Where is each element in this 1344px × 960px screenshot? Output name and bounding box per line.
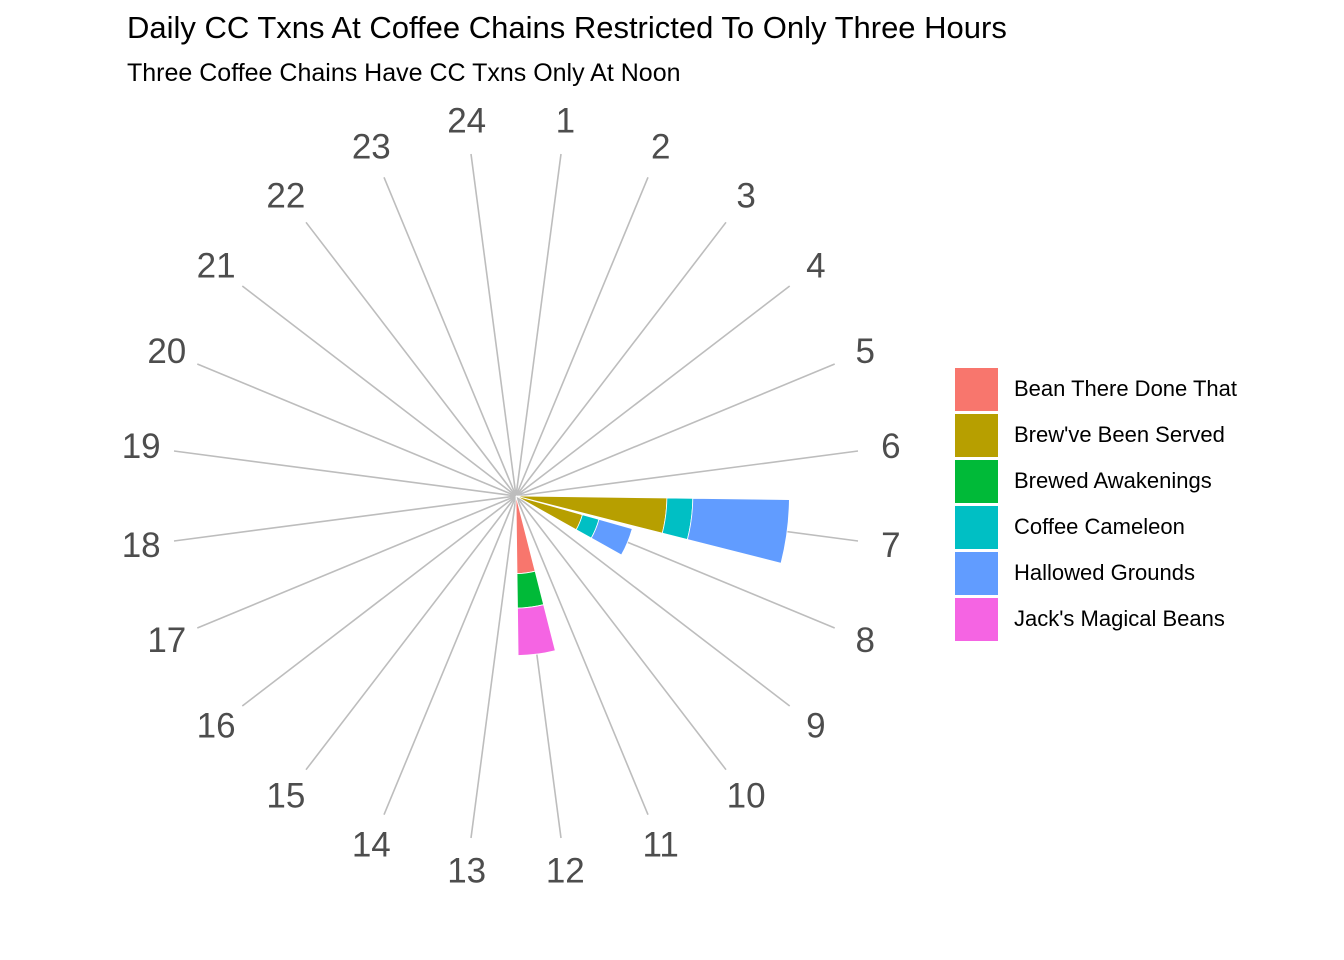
tick-label-5: 5 — [855, 332, 874, 371]
legend-item: Coffee Cameleon — [955, 504, 1237, 550]
legend-item: Brew've Been Served — [955, 412, 1237, 458]
grid-spoke-17 — [196, 495, 517, 629]
tick-label-20: 20 — [147, 332, 186, 371]
tick-label-21: 21 — [197, 246, 236, 285]
legend-label: Brew've Been Served — [1014, 422, 1225, 447]
tick-label-2: 2 — [651, 127, 670, 166]
grid-spoke-5 — [515, 363, 836, 497]
tick-label-24: 24 — [447, 102, 486, 141]
legend-item: Bean There Done That — [955, 366, 1237, 412]
bar-hour-12-series-2 — [516, 570, 545, 609]
tick-label-17: 17 — [147, 621, 186, 660]
tick-label-13: 13 — [447, 851, 486, 890]
legend-key — [955, 413, 998, 457]
chart-subtitle: Three Coffee Chains Have CC Txns Only At… — [127, 59, 681, 87]
grid-spoke-10 — [515, 495, 727, 771]
tick-label-15: 15 — [266, 776, 305, 815]
tick-label-7: 7 — [881, 526, 900, 565]
grid-spoke-11 — [515, 495, 649, 816]
bar-hour-7-series-3 — [661, 497, 694, 540]
legend-label: Jack's Magical Beans — [1014, 606, 1225, 631]
legend-key — [955, 551, 998, 595]
grid-spoke-16 — [241, 495, 517, 707]
grid-spoke-19 — [173, 450, 517, 497]
bar-hour-8-series-4 — [590, 518, 633, 556]
tick-label-9: 9 — [806, 707, 825, 746]
tick-label-18: 18 — [122, 526, 161, 565]
legend-label: Bean There Done That — [1014, 376, 1238, 401]
grid-spoke-9 — [515, 495, 791, 707]
grid-spoke-23 — [383, 176, 517, 497]
tick-label-14: 14 — [352, 826, 391, 865]
grid-spoke-20 — [196, 363, 517, 497]
legend-label: Coffee Cameleon — [1014, 514, 1185, 539]
tick-label-4: 4 — [806, 246, 825, 285]
grid-spoke-2 — [515, 176, 649, 497]
legend-label: Hallowed Grounds — [1014, 560, 1195, 585]
bar-hour-12-series-5 — [517, 604, 556, 656]
grid-spoke-24 — [470, 153, 517, 497]
legend-key — [955, 597, 998, 641]
legend-key — [955, 367, 998, 411]
tick-label-6: 6 — [881, 427, 900, 466]
grid-spoke-18 — [173, 495, 517, 542]
tick-label-12: 12 — [546, 851, 585, 890]
grid-spoke-1 — [515, 153, 562, 497]
chart-title: Daily CC Txns At Coffee Chains Restricte… — [127, 10, 1007, 45]
tick-label-16: 16 — [197, 707, 236, 746]
legend-item: Hallowed Grounds — [955, 550, 1237, 596]
tick-label-3: 3 — [736, 177, 755, 216]
tick-label-11: 11 — [643, 826, 679, 865]
legend-label: Brewed Awakenings — [1014, 468, 1212, 493]
bars — [515, 495, 790, 656]
tick-label-10: 10 — [727, 776, 766, 815]
legend-key — [955, 505, 998, 549]
grid-spoke-4 — [515, 285, 791, 497]
grid-spoke-21 — [241, 285, 517, 497]
grid-spoke-22 — [305, 221, 517, 497]
tick-label-22: 22 — [266, 177, 305, 216]
grid-spoke-13 — [470, 495, 517, 839]
legend-item: Jack's Magical Beans — [955, 596, 1237, 642]
legend-key — [955, 459, 998, 503]
grid-spoke-3 — [515, 221, 727, 497]
grid-spoke-14 — [383, 495, 517, 816]
tick-label-1: 1 — [556, 102, 575, 141]
grid-spoke-6 — [515, 450, 859, 497]
tick-label-8: 8 — [855, 621, 874, 660]
bar-hour-7-series-4 — [686, 497, 790, 564]
grid-spoke-15 — [305, 495, 517, 771]
tick-label-19: 19 — [122, 427, 161, 466]
legend-item: Brewed Awakenings — [955, 458, 1237, 504]
tick-label-23: 23 — [352, 127, 391, 166]
legend: Bean There Done That Brew've Been Served B… — [955, 366, 1237, 642]
